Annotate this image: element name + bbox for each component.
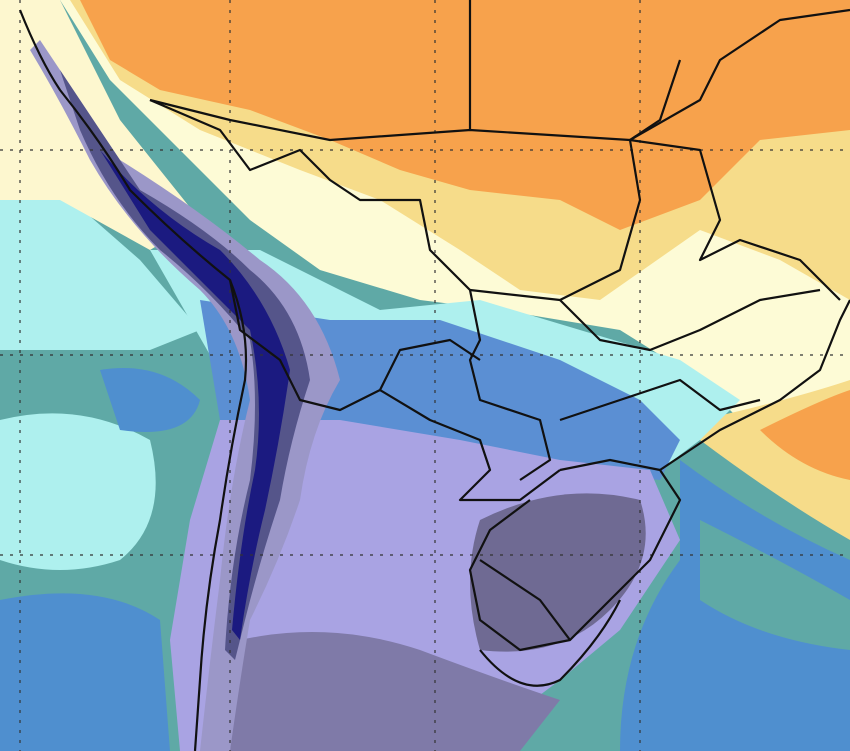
border-paraguay [379, 389, 561, 502]
border-states-south [559, 378, 761, 422]
border-states-east [629, 138, 841, 301]
border-north [149, 98, 631, 142]
border-uruguay-rs [468, 458, 682, 652]
coastline-plata [479, 599, 621, 687]
pacific-warm-patch [0, 413, 156, 570]
dark-purple-uruguay [470, 493, 646, 652]
pacific-cyan-band [0, 190, 200, 350]
border-uruguay [479, 559, 571, 641]
pacific-blue-patch [100, 368, 200, 432]
border-bolivia-brazil [149, 98, 552, 481]
orange-region [80, 0, 850, 230]
border-tocantins [629, 59, 682, 141]
dark-purple-south [230, 632, 560, 751]
atlantic-orange [760, 390, 850, 480]
pacific-blue-south [0, 593, 170, 751]
borders [18, 0, 850, 751]
coastline-atlantic [659, 299, 850, 471]
andes-outer [30, 40, 340, 751]
border-bolivia-south [228, 279, 481, 412]
border-states-mid [559, 288, 821, 352]
andes-core [100, 150, 290, 640]
atlantic-teal [700, 520, 850, 650]
